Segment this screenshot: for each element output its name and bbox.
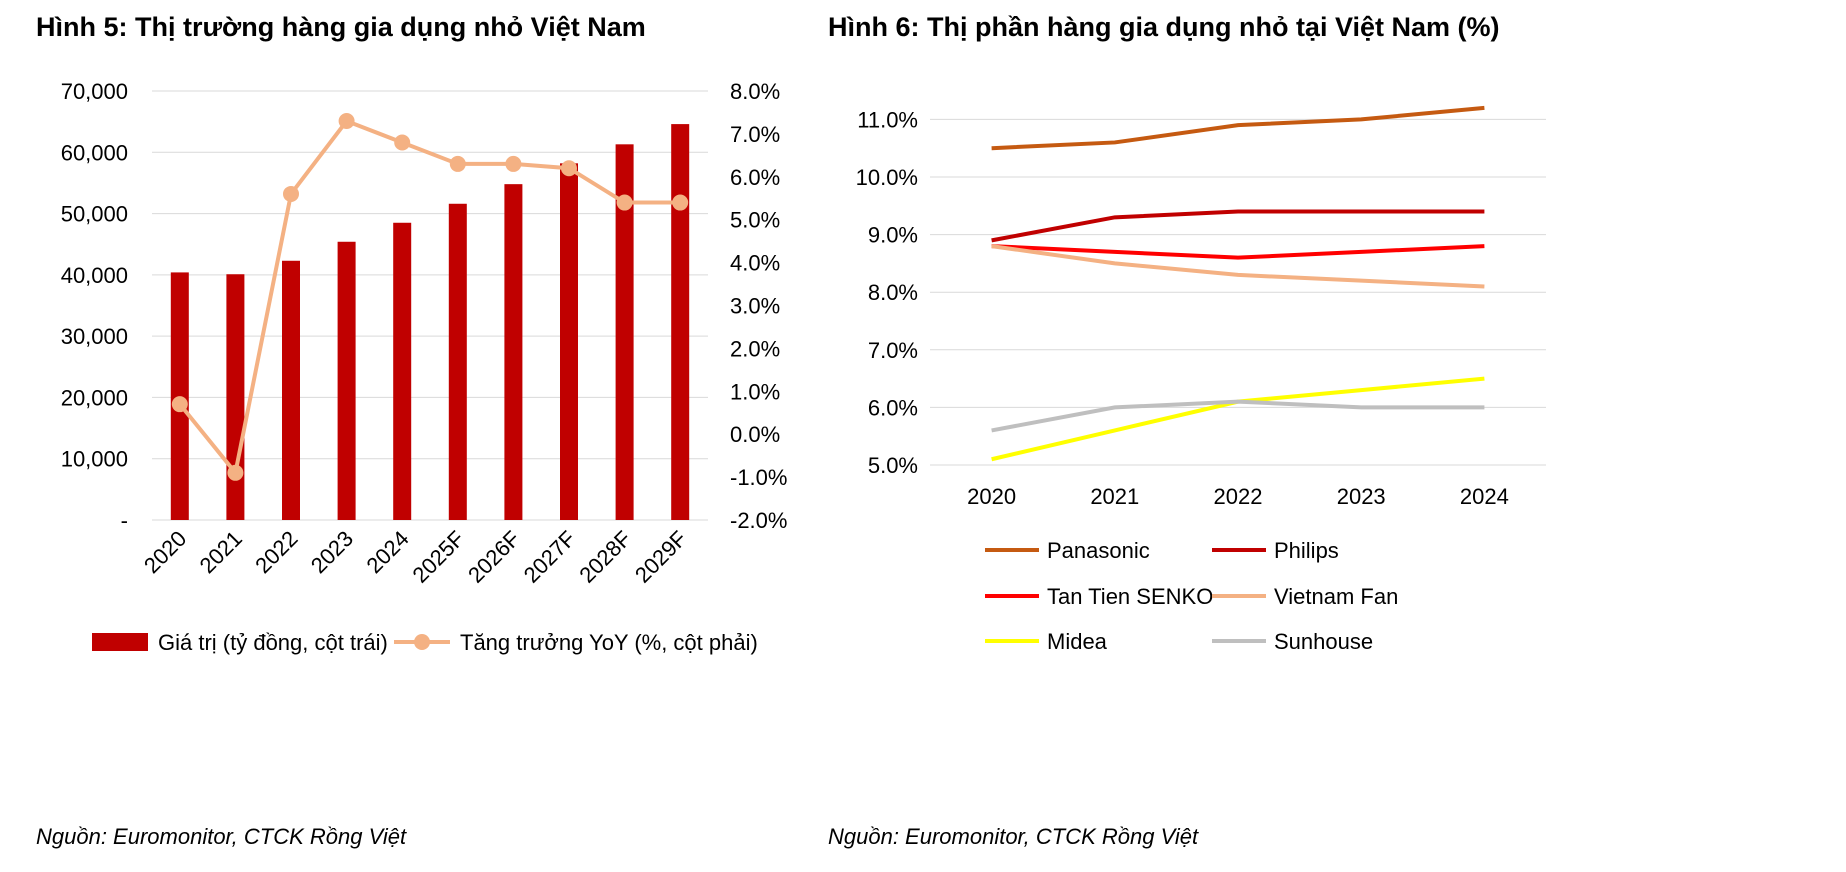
right-axis-tick-label: 2.0% bbox=[730, 336, 780, 361]
y-tick-label: 11.0% bbox=[857, 107, 918, 132]
left-axis-tick-label: 40,000 bbox=[61, 263, 128, 288]
right-axis-tick-label: 8.0% bbox=[730, 79, 780, 104]
legend-label: Vietnam Fan bbox=[1274, 584, 1398, 609]
left-axis-tick-label: 20,000 bbox=[61, 385, 128, 410]
bar-2024 bbox=[393, 222, 412, 520]
series-line-sunhouse bbox=[991, 399, 1485, 433]
legend-label: Midea bbox=[1047, 629, 1108, 654]
chart2-title: Hình 6: Thị phần hàng gia dụng nhỏ tại V… bbox=[828, 12, 1500, 42]
right-axis-tick-label: 6.0% bbox=[730, 165, 780, 190]
left-axis-tick-label: 70,000 bbox=[61, 79, 128, 104]
series-line-tan-tien-senko bbox=[991, 244, 1485, 260]
x-tick-label: 2024 bbox=[1460, 484, 1509, 509]
y-tick-label: 9.0% bbox=[868, 223, 918, 248]
bar-2026F bbox=[504, 184, 523, 520]
growth-point-2022 bbox=[283, 185, 299, 202]
y-tick-label: 7.0% bbox=[868, 338, 918, 363]
left-axis-tick-label: 50,000 bbox=[61, 202, 128, 227]
bar-2023 bbox=[337, 241, 356, 520]
series-line-philips bbox=[991, 209, 1485, 243]
y-tick-label: 6.0% bbox=[868, 395, 918, 420]
left-axis-tick-label: 10,000 bbox=[61, 447, 128, 472]
growth-point-2021 bbox=[227, 464, 244, 481]
legend-label: Sunhouse bbox=[1274, 629, 1373, 654]
y-tick-label: 10.0% bbox=[856, 165, 918, 190]
right-axis-tick-label: -1.0% bbox=[730, 465, 787, 490]
chart1-source: Nguồn: Euromonitor, CTCK Rồng Việt bbox=[36, 824, 407, 849]
growth-point-2023 bbox=[338, 113, 355, 130]
chart2-source: Nguồn: Euromonitor, CTCK Rồng Việt bbox=[828, 824, 1199, 849]
legend-label: Tan Tien SENKO bbox=[1047, 584, 1213, 609]
right-axis-tick-label: -2.0% bbox=[730, 508, 787, 533]
chart1-title: Hình 5: Thị trường hàng gia dụng nhỏ Việ… bbox=[36, 12, 646, 42]
legend-line-label: Tăng trưởng YoY (%, cột phải) bbox=[460, 630, 758, 655]
legend-label: Panasonic bbox=[1047, 538, 1150, 563]
x-tick-label: 2021 bbox=[1090, 484, 1139, 509]
right-axis-tick-label: 0.0% bbox=[730, 422, 780, 447]
growth-point-2029F bbox=[672, 194, 689, 211]
market-size-chart: - 10,000 20,000 30,000 40,000 50,000 60,000 70,… bbox=[61, 79, 788, 655]
x-tick-label: 2023 bbox=[1337, 484, 1386, 509]
x-tick-label: 2020 bbox=[967, 484, 1016, 509]
bar-2022 bbox=[282, 260, 300, 520]
left-axis-tick-label: 30,000 bbox=[61, 324, 128, 349]
bar-2025F bbox=[448, 203, 467, 520]
y-tick-label: 8.0% bbox=[868, 280, 918, 305]
right-axis-tick-label: 5.0% bbox=[730, 208, 780, 233]
legend-bar-swatch bbox=[92, 633, 148, 651]
market-share-chart: 5.0% 6.0% 7.0% 8.0% 9.0% 10.0% 11.0% 2020 2021 20… bbox=[856, 105, 1546, 654]
growth-point-2027F bbox=[561, 160, 577, 177]
legend-line-marker bbox=[414, 634, 430, 650]
series-line-midea bbox=[991, 376, 1485, 462]
series-line-panasonic bbox=[991, 105, 1485, 151]
right-axis-tick-label: 1.0% bbox=[730, 379, 780, 404]
growth-point-2020 bbox=[171, 396, 188, 413]
bar-2027F bbox=[560, 163, 578, 520]
right-axis-tick-label: 4.0% bbox=[730, 251, 780, 276]
growth-point-2025F bbox=[449, 155, 466, 172]
bar-2028F bbox=[615, 144, 634, 520]
growth-series-line bbox=[178, 118, 681, 478]
left-axis-tick-label: - bbox=[121, 508, 128, 533]
series-line-vietnam-fan bbox=[991, 244, 1485, 289]
growth-point-2028F bbox=[616, 194, 633, 211]
legend-bar-label: Giá trị (tỷ đồng, cột trái) bbox=[158, 630, 388, 655]
x-tick-label: 2022 bbox=[1214, 484, 1263, 509]
right-axis-tick-label: 3.0% bbox=[730, 294, 780, 319]
growth-point-2024 bbox=[394, 134, 411, 151]
bar-2029F bbox=[671, 124, 690, 520]
legend-label: Philips bbox=[1274, 538, 1339, 563]
y-tick-label: 5.0% bbox=[868, 453, 918, 478]
left-axis-tick-label: 60,000 bbox=[61, 140, 128, 165]
right-axis-tick-label: 7.0% bbox=[730, 122, 780, 147]
growth-point-2026F bbox=[505, 155, 522, 172]
